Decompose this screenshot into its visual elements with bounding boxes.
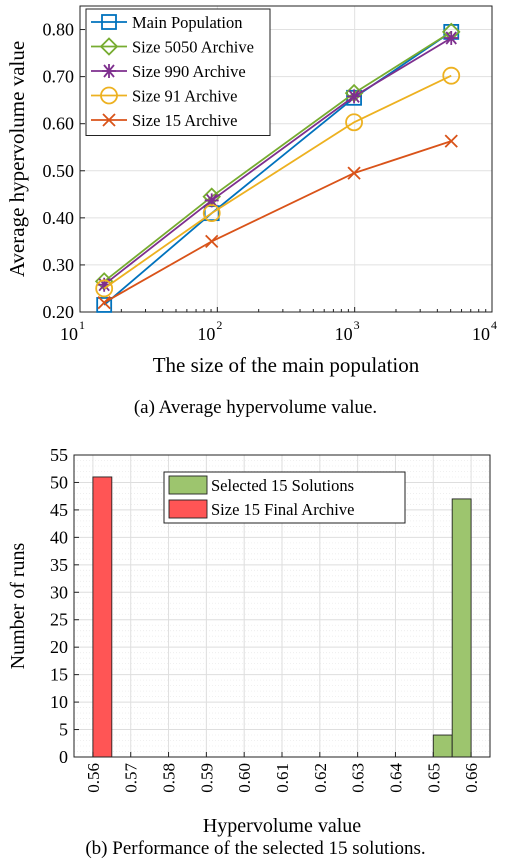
y-axis-label: Average hypervolume value: [5, 41, 29, 277]
y-tick-label: 0.80: [43, 20, 75, 40]
x-tick-label-base: 10: [197, 324, 215, 344]
x-tick-label-exponent: 1: [79, 318, 85, 332]
data-point-3: [202, 204, 221, 223]
legend-label: Size 15 Final Archive: [211, 500, 354, 519]
y-tick-label: 0.50: [43, 161, 75, 181]
x-tick-label: 10 3: [335, 318, 360, 344]
histogram-bar-0: [451, 498, 472, 758]
caption-b: (b) Performance of the selected 15 solut…: [85, 838, 426, 859]
caption-a: (a) Average hypervolume value.: [133, 397, 378, 418]
x-tick-label-base: 10: [60, 324, 78, 344]
data-point-2: [347, 89, 362, 104]
legend-label: Size 990 Archive: [132, 62, 246, 81]
series-line-3: [103, 74, 452, 290]
legend-swatch: [168, 475, 208, 495]
y-tick-label: 40: [50, 527, 68, 547]
y-tick-label: 20: [50, 637, 68, 657]
histogram-bar-1: [92, 476, 113, 758]
data-point-2: [97, 277, 112, 292]
data-point-3: [442, 66, 461, 85]
legend-label: Main Population: [132, 13, 242, 32]
x-tick-label: 0.56: [84, 763, 103, 793]
x-axis-label: Hypervolume value: [203, 815, 361, 837]
legend-a: Main Population Size 5050 Archive Size 990…: [85, 8, 271, 136]
series-line-1: [103, 31, 452, 283]
data-point-4: [347, 166, 361, 180]
x-tick-label-exponent: 3: [354, 318, 360, 332]
x-tick-label: 0.65: [424, 763, 443, 793]
legend-swatch-marker: [100, 86, 118, 105]
runs-histogram-chart: 0 5 10 15 20 25 30 35 40 45 50 55 0.56 0.57 0.58 0.59 0.…: [7, 445, 491, 837]
legend-item: Selected 15 Solutions: [168, 475, 354, 495]
legend-item: Size 990 Archive: [91, 62, 246, 81]
x-tick-label: 10 4: [472, 318, 497, 344]
x-tick-label: 10 1: [60, 318, 85, 344]
y-tick-label: 0.40: [43, 208, 75, 228]
y-tick-label: 0.20: [43, 302, 75, 322]
data-point-3: [345, 113, 363, 132]
x-tick-label: 0.66: [462, 763, 481, 793]
legend-label: Selected 15 Solutions: [211, 476, 354, 495]
legend-swatch-marker: [101, 14, 117, 30]
legend-b: Selected 15 Solutions Size 15 Final Archi…: [163, 471, 406, 524]
x-tick-label-base: 10: [472, 324, 490, 344]
x-tick-label: 0.61: [273, 763, 292, 793]
x-tick-label: 0.60: [235, 763, 254, 793]
series-line-4: [103, 140, 452, 304]
y-tick-label: 45: [50, 500, 68, 520]
data-point-4: [205, 234, 219, 249]
x-tick-label: 0.58: [160, 763, 179, 793]
series-line-2: [103, 37, 452, 286]
x-tick-label-exponent: 2: [216, 318, 222, 332]
x-tick-label-exponent: 4: [491, 318, 497, 332]
y-tick-label: 0.60: [43, 114, 75, 134]
y-tick-label: 25: [50, 610, 68, 630]
x-tick-label: 0.64: [386, 763, 405, 793]
series-line-0: [103, 31, 452, 306]
y-tick-label: 5: [59, 720, 68, 740]
x-tick-label: 0.62: [311, 763, 330, 793]
y-axis-label: Number of runs: [7, 542, 29, 669]
legend-swatch-marker: [102, 64, 116, 78]
legend-item: Size 5050 Archive: [91, 37, 254, 57]
y-tick-label: 0.30: [43, 255, 75, 275]
legend-label: Size 91 Archive: [132, 87, 237, 106]
x-tick-label: 0.63: [349, 763, 368, 793]
y-tick-label: 10: [50, 692, 68, 712]
legend-swatch-marker: [99, 37, 119, 56]
legend-label: Size 5050 Archive: [132, 38, 254, 57]
y-tick-label: 55: [50, 445, 68, 465]
legend-swatch: [168, 499, 208, 519]
legend-item: Size 15 Final Archive: [168, 499, 354, 519]
histogram-bar-0: [432, 734, 453, 758]
data-point-0: [96, 297, 113, 313]
data-point-2: [204, 193, 219, 208]
legend-label: Size 15 Archive: [132, 111, 237, 130]
x-tick-label: 0.59: [197, 763, 216, 793]
y-tick-label: 50: [50, 472, 68, 492]
y-tick-label: 0.70: [43, 67, 75, 87]
x-tick-label-base: 10: [335, 324, 353, 344]
axes-box-a: [79, 5, 493, 313]
y-tick-label: 30: [50, 582, 68, 602]
y-tick-label: 0: [59, 747, 68, 767]
legend-item: Main Population: [91, 13, 242, 32]
data-point-4: [444, 134, 458, 148]
legend-box-a: [85, 8, 271, 136]
legend-swatch-marker: [102, 113, 116, 127]
legend-item: Size 91 Archive: [91, 87, 237, 106]
y-tick-label: 35: [50, 555, 68, 575]
legend-item: Size 15 Archive: [91, 111, 237, 130]
data-point-2: [444, 31, 459, 46]
x-tick-label: 0.57: [122, 763, 141, 793]
x-tick-label: 10 2: [197, 318, 222, 344]
x-axis-label: The size of the main population: [153, 353, 420, 377]
data-point-3: [95, 279, 114, 298]
y-tick-label: 15: [50, 665, 68, 685]
data-point-4: [97, 295, 111, 310]
